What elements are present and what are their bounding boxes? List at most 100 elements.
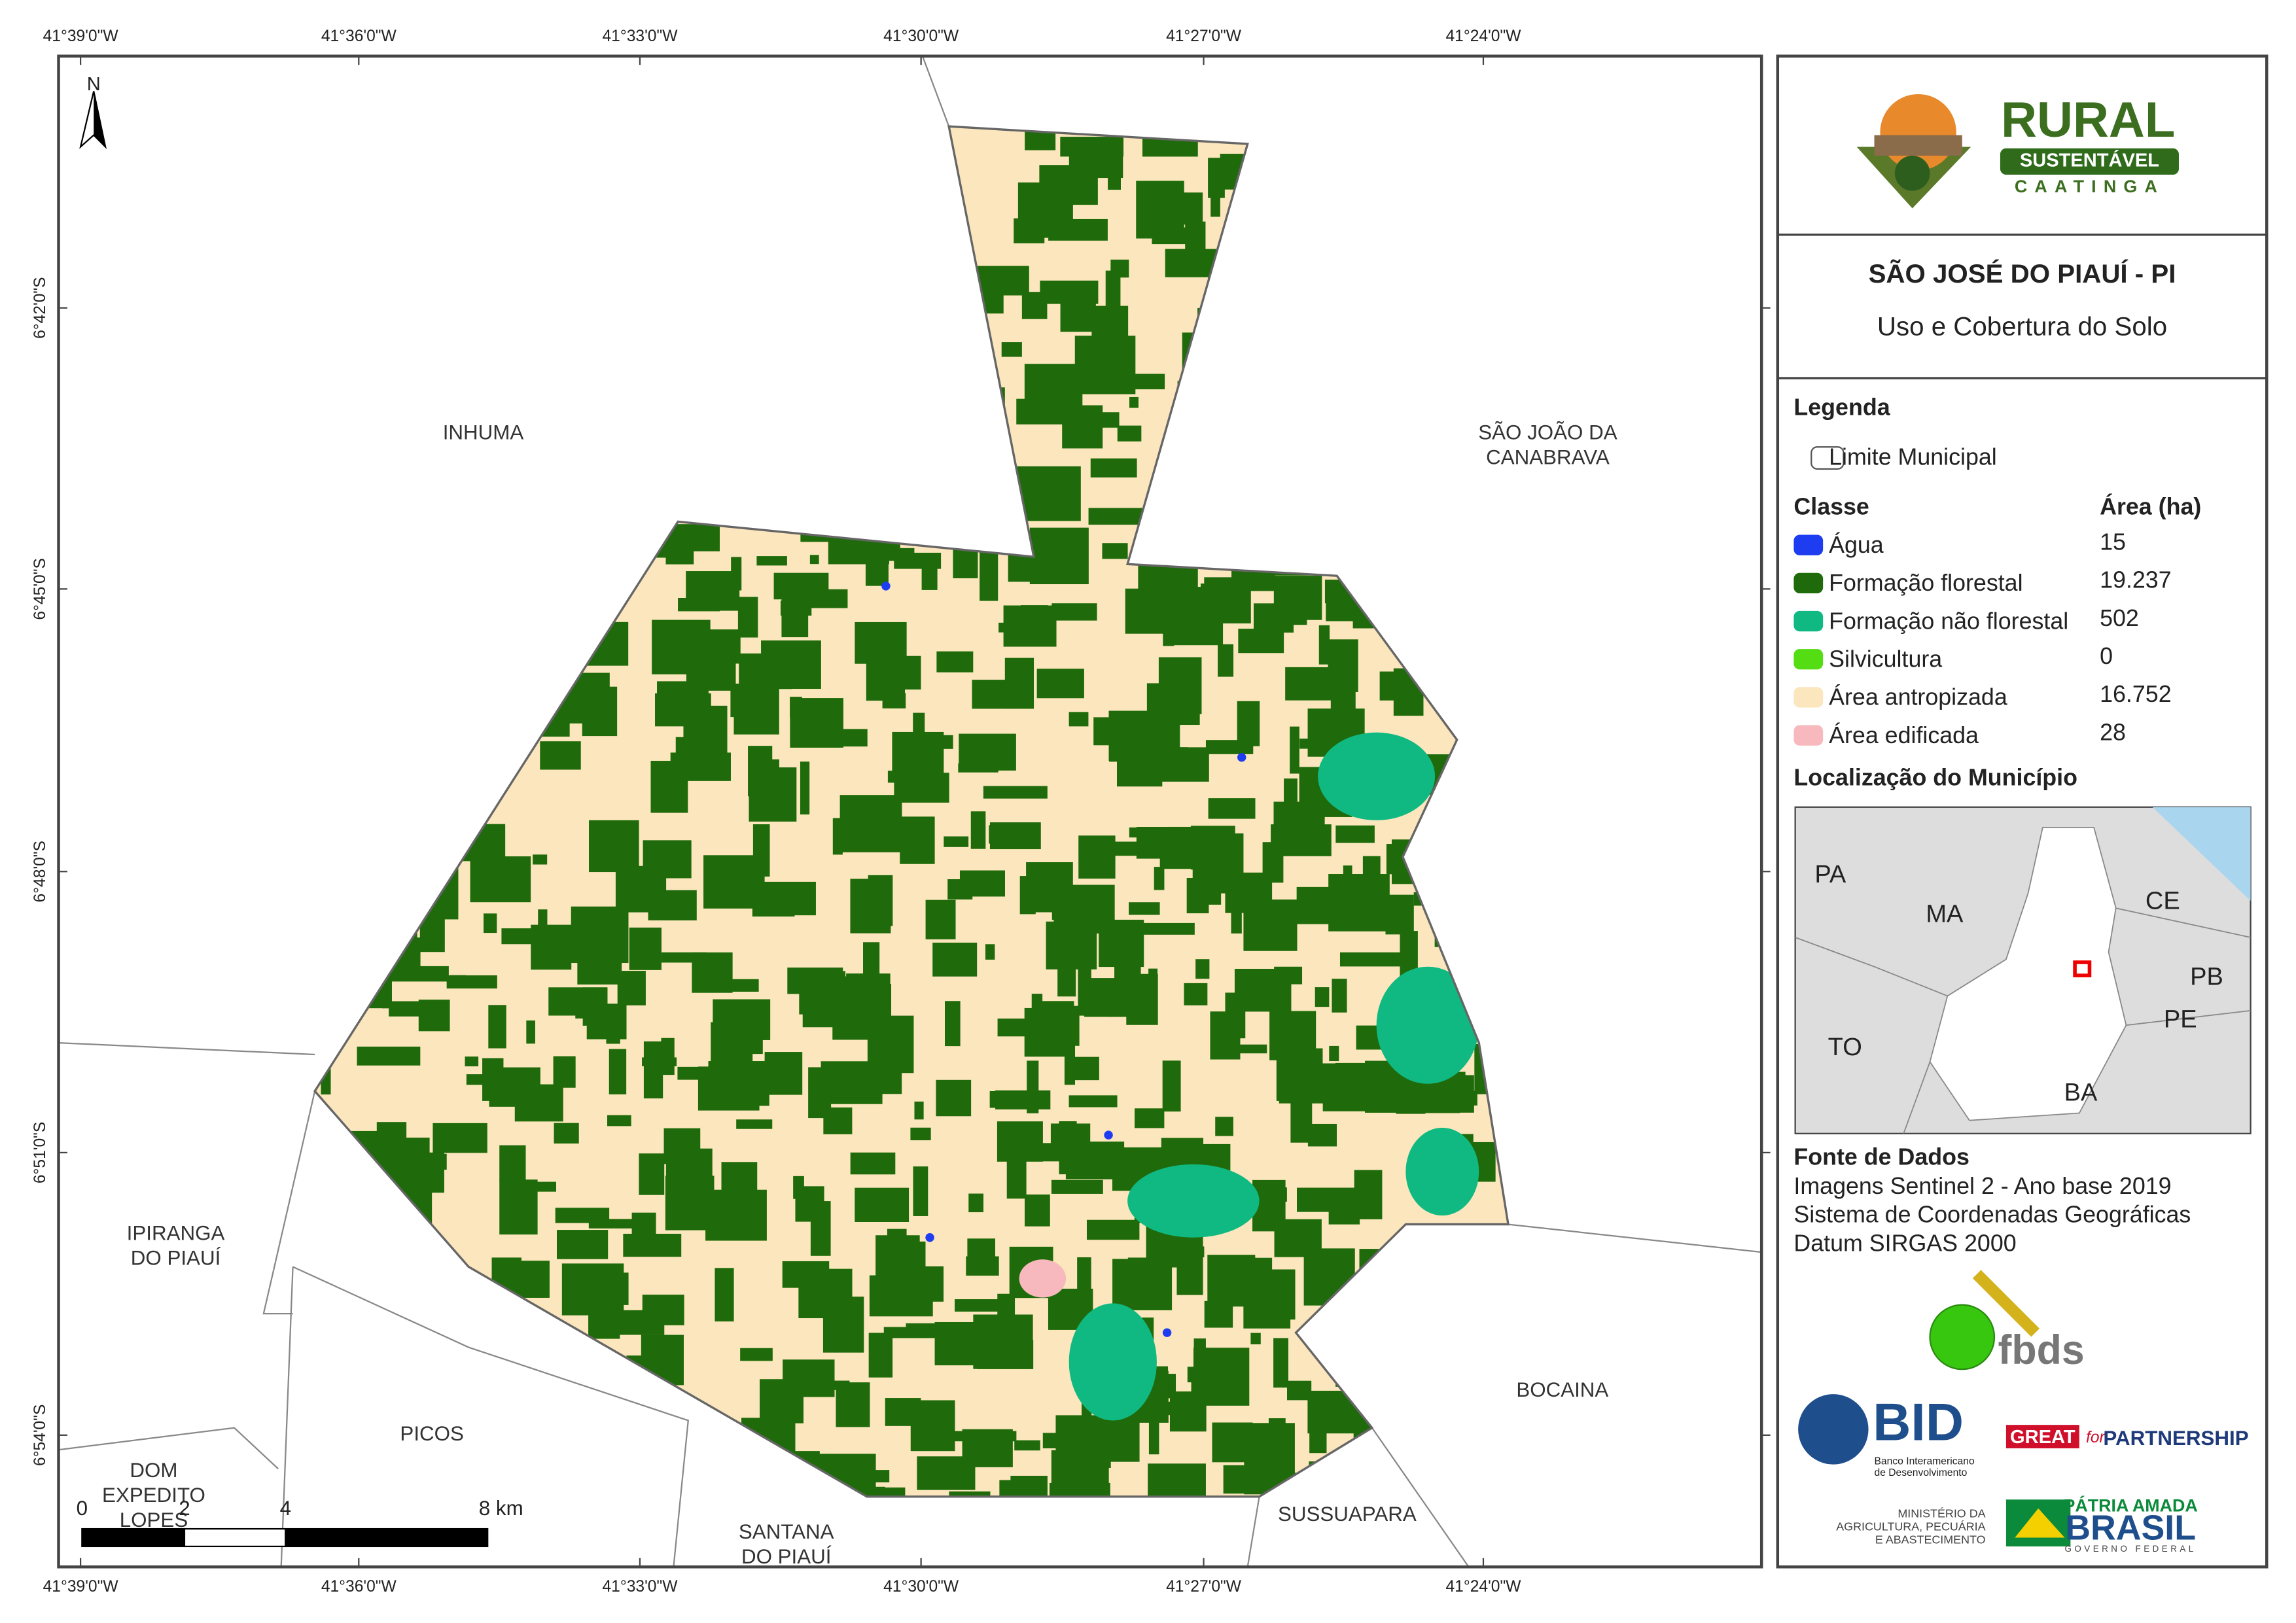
forest-patch [482,1058,504,1101]
forest-patch [1332,979,1347,1013]
forest-patch [740,1348,773,1361]
forest-patch [1328,639,1358,692]
forest-patch [639,1153,665,1195]
neighbor-label: SUSSUAPARA [1278,1503,1417,1526]
forest-patch [1019,876,1036,915]
forest-patch [1398,1081,1460,1113]
scale-label: 8 km [479,1497,523,1520]
forest-patch [868,1333,893,1378]
forest-patch [502,1181,557,1192]
forest-patch [855,1187,910,1222]
north-label: N [87,74,101,95]
location-title: Localização do Município [1793,765,2077,791]
bid-label: BID [1873,1393,1964,1452]
boundary-line [58,1427,279,1470]
forest-patch [1021,292,1048,319]
forest-patch [609,1049,627,1094]
land-cover [315,126,1509,1497]
forest-patch [908,746,919,779]
forest-patch [870,548,915,561]
state-line [1903,1061,1931,1134]
forest-patch [1290,726,1299,774]
forest-patch [548,987,607,1016]
forest-patch [782,1261,830,1288]
forest-patch [980,550,998,601]
forest-patch [1133,922,1195,935]
latitude-label: 6°48'0"S [31,841,49,902]
forest-patch [1198,1368,1212,1402]
forest-patch [1195,959,1210,979]
boundary-line [292,1266,690,1567]
neighbor-label: PICOS [400,1422,464,1445]
scale-label: 0 [77,1497,88,1520]
location-map [1795,807,2251,1134]
legend-class: Formação florestal [1829,570,2022,596]
forest-patch [894,773,949,803]
forest-patch [1218,1044,1267,1054]
neighbor-label: SANTANA [739,1520,834,1543]
forest-patch [376,1122,407,1145]
forest-patch [882,693,906,708]
forest-patch [1014,1440,1040,1451]
forest-patch [553,1056,576,1088]
forest-patch [1234,968,1292,1012]
forest-patch [913,712,925,749]
forest-patch [850,879,891,934]
latitude-label: 6°45'0"S [31,558,49,620]
forest-patch [450,975,467,988]
logo-tagline: SUSTENTÁVEL [2020,149,2159,171]
forest-patch [554,1123,579,1144]
ministry-label: MINISTÉRIO DA [1898,1507,1985,1520]
ministry-label: E ABASTECIMENTO [1875,1533,1986,1546]
forest-patch [749,767,797,822]
forest-patch [913,1166,928,1216]
forest-patch [959,870,1006,897]
forest-patch [1025,1194,1050,1227]
forest-patch [1243,1285,1291,1329]
forest-patch [1212,1422,1253,1463]
forest-patch [949,1491,991,1497]
boundary-line [1371,1427,1470,1567]
logo-name: RURAL [2001,92,2175,148]
municipal-boundary [313,125,1510,1498]
neighbor-label: BOCAINA [1516,1378,1608,1401]
forest-patch [900,816,935,864]
forest-patch [1329,1045,1339,1062]
longitude-label: 41°33'0"W [602,27,678,45]
legend-swatch [1793,687,1824,708]
state-label: CE [2146,887,2180,915]
forest-patch [556,1230,609,1259]
state-label: BA [2064,1079,2098,1106]
forest-patch [648,890,697,920]
legend-area: 19.237 [2100,567,2172,593]
forest-patch [1318,625,1330,665]
forest-patch [989,1091,1007,1108]
forest-patch [1135,1108,1165,1128]
forest-patch [1049,1482,1110,1497]
longitude-label: 41°39'0"W [43,27,119,45]
forest-patch [389,1001,422,1017]
forest-patch [1297,1187,1358,1212]
forest-patch [1238,629,1284,654]
bid-logo [1798,1394,1869,1465]
forest-patch [1274,1219,1322,1257]
fbds-stroke [1972,1270,2040,1337]
forest-patch [357,1046,421,1066]
forest-patch [1034,1001,1074,1035]
source-line: Sistema de Coordenadas Geográficas [1793,1202,2191,1228]
forest-patch [855,621,907,664]
forest-patch [588,1219,647,1229]
legend-swatch [1793,534,1824,555]
legend-class: Área edificada [1829,722,1979,748]
forest-patch [1243,899,1298,951]
non-forest-patch [1376,966,1479,1084]
forest-patch [934,1321,995,1366]
brasil-shape [2015,1508,2065,1538]
brasil-label: BRASIL [2065,1508,2196,1547]
map-subtitle: Uso e Cobertura do Solo [1877,312,2167,341]
forest-patch [1250,1257,1273,1293]
state-line [1795,937,1948,997]
forest-patch [1362,856,1381,895]
forest-patch [1296,886,1354,924]
